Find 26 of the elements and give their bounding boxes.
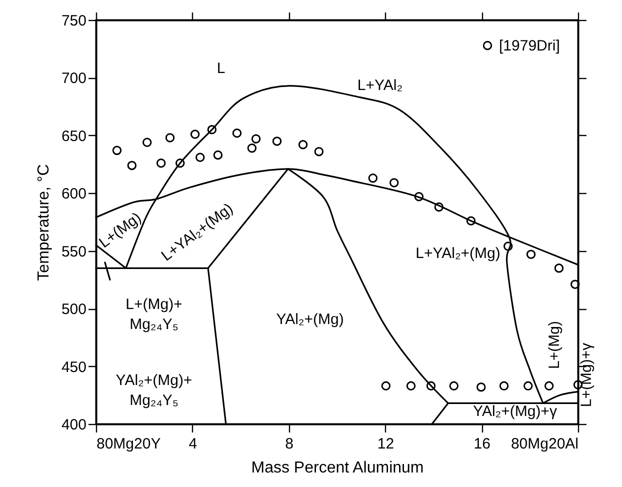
annotation: L+(Mg)+ Mg₂₄Y₅ (126, 296, 183, 333)
annotation: L (216, 60, 226, 77)
y-tick-label: 550 (61, 243, 86, 260)
annotation: YAl₂+(Mg)+γ (473, 403, 558, 420)
annotation: YAl₂+(Mg)+ Mg₂₄Y₅ (116, 372, 192, 409)
y-tick-label: 600 (61, 186, 86, 203)
x-tick-label: 12 (377, 436, 394, 452)
x-tick-label: 80Mg20Al (510, 436, 578, 452)
y-tick-label: 650 (61, 128, 86, 145)
annotation: L+YAl₂ (357, 77, 403, 94)
y-axis-title: Temperature, °C (35, 164, 52, 281)
annotation: L+(Mg)+γ (578, 342, 595, 408)
x-tick-label: 80Mg20Y (96, 436, 161, 452)
y-tick-label: 450 (61, 358, 86, 376)
x-tick-label: 8 (285, 436, 294, 452)
legend-label: [1979Dri] (499, 38, 560, 54)
annotation: L+YAl₂+(Mg) (416, 245, 500, 262)
y-tick-label: 500 (61, 301, 86, 318)
annotation: YAl₂+(Mg) (276, 311, 344, 328)
annotation: L+(Mg) (546, 321, 563, 369)
x-tick-label: 4 (188, 436, 198, 452)
x-axis-title: Mass Percent Aluminum (251, 460, 424, 476)
y-tick-label: 700 (61, 70, 86, 88)
y-tick-label: 400 (61, 416, 86, 434)
x-tick-label: 16 (474, 436, 490, 452)
y-tick-label: 750 (61, 12, 86, 30)
